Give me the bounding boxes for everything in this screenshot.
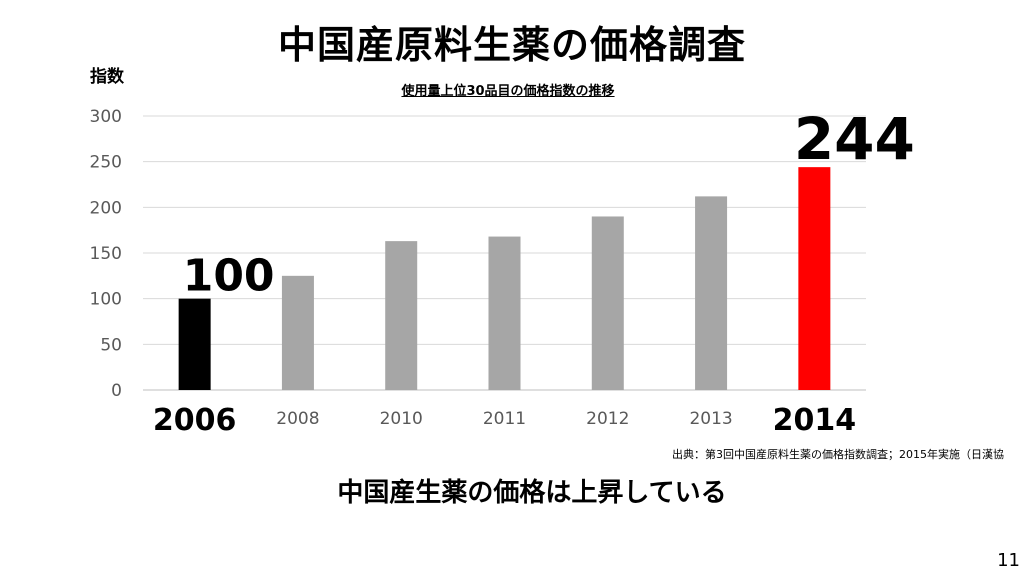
bar-2012 — [591, 216, 624, 390]
x-tick-label: 2010 — [380, 409, 423, 429]
page-number: 11 — [997, 550, 1020, 571]
y-tick-label: 300 — [90, 107, 122, 127]
x-tick-label: 2012 — [586, 409, 629, 429]
y-tick-label: 200 — [90, 198, 122, 218]
x-tick-label: 2014 — [773, 403, 857, 438]
y-tick-label: 150 — [90, 244, 122, 264]
y-tick-label: 100 — [90, 290, 122, 310]
bar-2013 — [695, 196, 728, 390]
y-tick-label: 50 — [100, 335, 122, 355]
conclusion-text: 中国産生薬の価格は上昇している — [337, 478, 727, 508]
bar-2010 — [385, 241, 418, 390]
data-label-2014: 244 — [794, 105, 915, 173]
x-tick-label: 2006 — [153, 403, 237, 438]
chart-title: 使用量上位30品目の価格指数の推移 — [401, 84, 615, 99]
y-tick-label: 250 — [90, 153, 122, 173]
x-tick-label: 2008 — [276, 409, 319, 429]
y-tick-label: 0 — [111, 381, 122, 401]
bar-2014 — [798, 167, 831, 390]
y-axis-label: 指数 — [90, 67, 124, 87]
bar-2006 — [178, 298, 211, 390]
x-tick-label: 2013 — [689, 409, 732, 429]
slide-title: 中国産原料生薬の価格調査 — [277, 23, 746, 67]
data-label-2006: 100 — [183, 251, 275, 302]
source-note: 出典：第3回中国産原料生薬の価格指数調査；2015年実施（日漢協 — [672, 448, 1004, 461]
bar-2011 — [488, 236, 521, 390]
x-tick-label: 2011 — [483, 409, 526, 429]
bar-2008 — [281, 275, 314, 390]
